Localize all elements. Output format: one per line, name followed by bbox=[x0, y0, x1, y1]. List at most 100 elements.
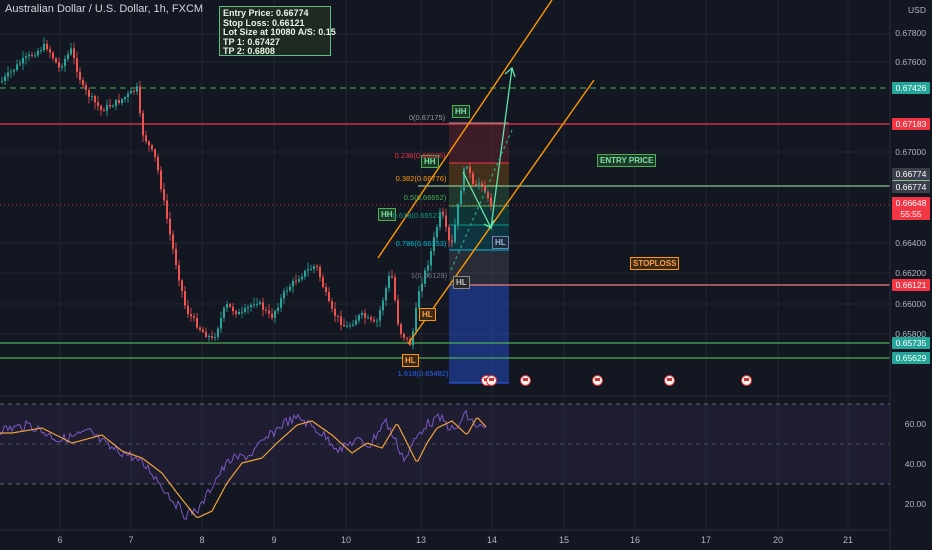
candle-body bbox=[229, 304, 231, 307]
candle-body bbox=[73, 48, 75, 59]
swing-hh-label[interactable]: HH bbox=[421, 155, 439, 168]
candle-body bbox=[100, 106, 102, 110]
candle-body bbox=[385, 288, 387, 301]
rsi-axis-tick: 20.00 bbox=[904, 499, 926, 509]
rsi-ma-line bbox=[0, 417, 487, 519]
candle-body bbox=[418, 291, 420, 308]
economic-event-icon[interactable] bbox=[592, 375, 603, 386]
candle-body bbox=[415, 307, 417, 332]
candle-body bbox=[235, 311, 237, 315]
candle-body bbox=[349, 325, 351, 327]
entry-price-badge: 0.66774 bbox=[892, 180, 930, 193]
candle-body bbox=[58, 62, 60, 68]
entry-price-line: Entry Price: 0.66774 bbox=[223, 8, 309, 18]
trade-info-box[interactable]: Entry Price: 0.66774 Stop Loss: 0.66121 … bbox=[219, 6, 336, 56]
swing-hh-label[interactable]: HH bbox=[378, 208, 396, 221]
price-axis-tick: 0.66200 bbox=[895, 268, 926, 278]
candle-body bbox=[313, 266, 315, 270]
candle-body bbox=[238, 312, 240, 315]
rsi-line bbox=[0, 409, 487, 521]
candle-body bbox=[109, 104, 111, 107]
entry-price-label[interactable]: ENTRY PRICE bbox=[597, 154, 657, 167]
candle-body bbox=[466, 166, 468, 169]
stoploss-price-badge: 0.66121 bbox=[892, 279, 930, 291]
swing-hl-label[interactable]: HL bbox=[453, 276, 470, 289]
lot-size-line: Lot Size at 10080 A/S: 0.15 bbox=[223, 27, 336, 38]
candle-body bbox=[472, 173, 474, 184]
candle-body bbox=[265, 309, 267, 311]
candle-body bbox=[196, 317, 198, 328]
candle-body bbox=[82, 79, 84, 86]
economic-event-icon[interactable] bbox=[664, 375, 675, 386]
candle-body bbox=[253, 304, 255, 306]
candle-body bbox=[37, 50, 39, 56]
candle-body bbox=[34, 55, 36, 57]
candle-body bbox=[202, 329, 204, 332]
candle-body bbox=[307, 269, 309, 271]
candle-body bbox=[49, 49, 51, 53]
economic-event-icon[interactable] bbox=[741, 375, 752, 386]
rsi-axis-tick: 40.00 bbox=[904, 459, 926, 469]
candle-body bbox=[268, 310, 270, 314]
candle-body bbox=[55, 58, 57, 63]
candle-body bbox=[178, 265, 180, 281]
candle-body bbox=[367, 317, 369, 319]
candle-body bbox=[25, 56, 27, 58]
candle-body bbox=[103, 109, 105, 111]
candle-body bbox=[67, 54, 69, 59]
candle-body bbox=[127, 93, 129, 98]
candle-body bbox=[244, 308, 246, 312]
candle-body bbox=[256, 303, 258, 305]
candle-body bbox=[64, 58, 66, 67]
swing-hl-label[interactable]: HL bbox=[419, 308, 436, 321]
candle-body bbox=[295, 280, 297, 282]
candle-body bbox=[157, 156, 159, 171]
candle-body bbox=[424, 270, 426, 284]
candle-body bbox=[334, 308, 336, 316]
candle-body bbox=[112, 105, 114, 107]
price-axis-tick: 0.67800 bbox=[895, 28, 926, 38]
candle-body bbox=[1, 80, 3, 82]
candle-body bbox=[358, 315, 360, 321]
time-axis-tick: 6 bbox=[57, 535, 63, 545]
stoploss-label[interactable]: STOPLOSS bbox=[630, 257, 680, 270]
swing-hh-label[interactable]: HH bbox=[452, 105, 470, 118]
tp1-line: TP 1: 0.67427 bbox=[223, 36, 280, 47]
candle-body bbox=[403, 333, 405, 338]
candle-body bbox=[115, 99, 117, 106]
candle-body bbox=[145, 135, 147, 142]
candle-body bbox=[448, 227, 450, 241]
candle-body bbox=[280, 298, 282, 308]
economic-event-icon[interactable] bbox=[520, 375, 531, 386]
swing-hl-label[interactable]: HL bbox=[492, 236, 509, 249]
fib-level-label: 0.5(0.66652) bbox=[403, 193, 447, 202]
candle-body bbox=[40, 50, 42, 52]
swing-hl-label[interactable]: HL bbox=[402, 354, 419, 367]
fib-level-label: 0.618(0.66527) bbox=[392, 211, 444, 220]
rsi-pane bbox=[0, 403, 890, 521]
candle-body bbox=[136, 86, 138, 92]
trend-channel bbox=[377, 0, 595, 345]
candle-body bbox=[208, 336, 210, 338]
candle-body bbox=[220, 317, 222, 329]
candle-body bbox=[490, 197, 492, 206]
candle-body bbox=[370, 317, 372, 320]
candle-body bbox=[166, 200, 168, 219]
candle-body bbox=[232, 306, 234, 312]
candle-body bbox=[142, 113, 144, 136]
candle-body bbox=[457, 204, 459, 225]
time-axis-tick: 13 bbox=[415, 535, 427, 545]
time-axis-tick: 9 bbox=[271, 535, 277, 545]
current-price-badge: 0.66648 bbox=[892, 197, 930, 209]
time-axis-tick: 21 bbox=[842, 535, 854, 545]
economic-event-icon[interactable] bbox=[486, 375, 497, 386]
candle-body bbox=[124, 97, 126, 100]
candle-body bbox=[28, 54, 30, 57]
candle-body bbox=[292, 280, 294, 287]
price-axis-tick: 0.66000 bbox=[895, 299, 926, 309]
candle-body bbox=[22, 57, 24, 64]
candle-body bbox=[298, 279, 300, 282]
resistance-price-badge: 0.67183 bbox=[892, 118, 930, 130]
